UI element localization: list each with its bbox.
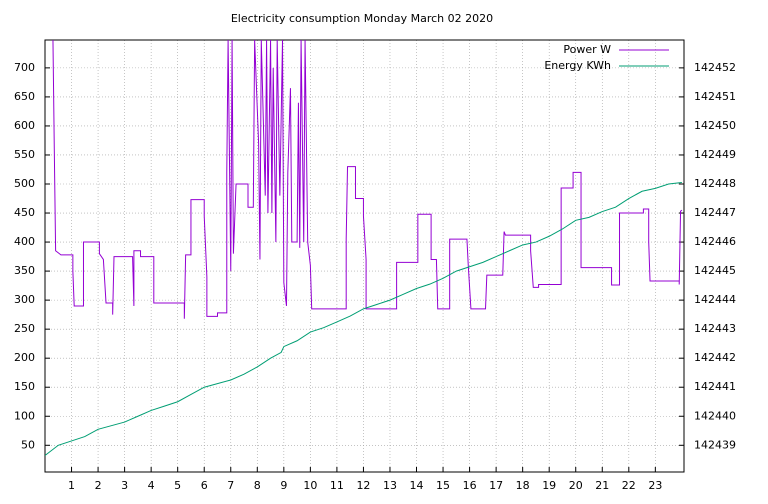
x-tick-label: 7 (227, 479, 234, 492)
x-tick-label: 14 (410, 479, 424, 492)
y-tick-label: 50 (21, 438, 35, 451)
y2-tick-label: 142441 (694, 380, 736, 393)
y-tick-label: 250 (14, 322, 35, 335)
y2-tick-label: 142440 (694, 409, 736, 422)
y-tick-label: 150 (14, 380, 35, 393)
x-tick-label: 13 (383, 479, 397, 492)
y2-tick-label: 142439 (694, 438, 736, 451)
y2-tick-label: 142447 (694, 206, 736, 219)
legend-label: Power W (563, 43, 611, 56)
x-tick-label: 10 (303, 479, 317, 492)
x-tick-label: 19 (542, 479, 556, 492)
y2-tick-label: 142449 (694, 148, 736, 161)
series-line (45, 182, 682, 456)
plot-area (45, 40, 683, 456)
y-tick-label: 550 (14, 148, 35, 161)
y-tick-label: 600 (14, 119, 35, 132)
x-tick-label: 9 (280, 479, 287, 492)
x-tick-label: 4 (148, 479, 155, 492)
legend-label: Energy KWh (544, 59, 611, 72)
x-tick-label: 20 (569, 479, 583, 492)
plot-frame (44, 39, 685, 473)
y-tick-label: 500 (14, 177, 35, 190)
y-tick-label: 100 (14, 409, 35, 422)
x-tick-label: 21 (595, 479, 609, 492)
x-tick-label: 12 (356, 479, 370, 492)
x-tick-label: 5 (174, 479, 181, 492)
x-tick-label: 2 (95, 479, 102, 492)
y-tick-label: 450 (14, 206, 35, 219)
x-tick-label: 15 (436, 479, 450, 492)
y-tick-label: 400 (14, 235, 35, 248)
x-tick-label: 8 (254, 479, 261, 492)
x-tick-label: 16 (463, 479, 477, 492)
y2-tick-label: 142451 (694, 90, 736, 103)
y2-tick-label: 142443 (694, 322, 736, 335)
y2-tick-label: 142446 (694, 235, 736, 248)
y2-tick-label: 142445 (694, 264, 736, 277)
y-tick-label: 350 (14, 264, 35, 277)
x-tick-label: 23 (648, 479, 662, 492)
x-tick-label: 18 (516, 479, 530, 492)
series-line (52, 40, 683, 319)
y-tick-label: 700 (14, 61, 35, 74)
chart-title: Electricity consumption Monday March 02 … (231, 12, 493, 25)
y-tick-label: 300 (14, 293, 35, 306)
y2-tick-label: 142448 (694, 177, 736, 190)
y-tick-label: 200 (14, 351, 35, 364)
y2-tick-label: 142452 (694, 61, 736, 74)
x-tick-label: 11 (330, 479, 344, 492)
y-tick-label: 650 (14, 90, 35, 103)
x-tick-label: 1 (68, 479, 75, 492)
y2-tick-label: 142444 (694, 293, 736, 306)
x-tick-label: 6 (201, 479, 208, 492)
x-tick-label: 17 (489, 479, 503, 492)
y2-tick-label: 142442 (694, 351, 736, 364)
x-tick-label: 3 (121, 479, 128, 492)
x-tick-label: 22 (622, 479, 636, 492)
y2-tick-label: 142450 (694, 119, 736, 132)
